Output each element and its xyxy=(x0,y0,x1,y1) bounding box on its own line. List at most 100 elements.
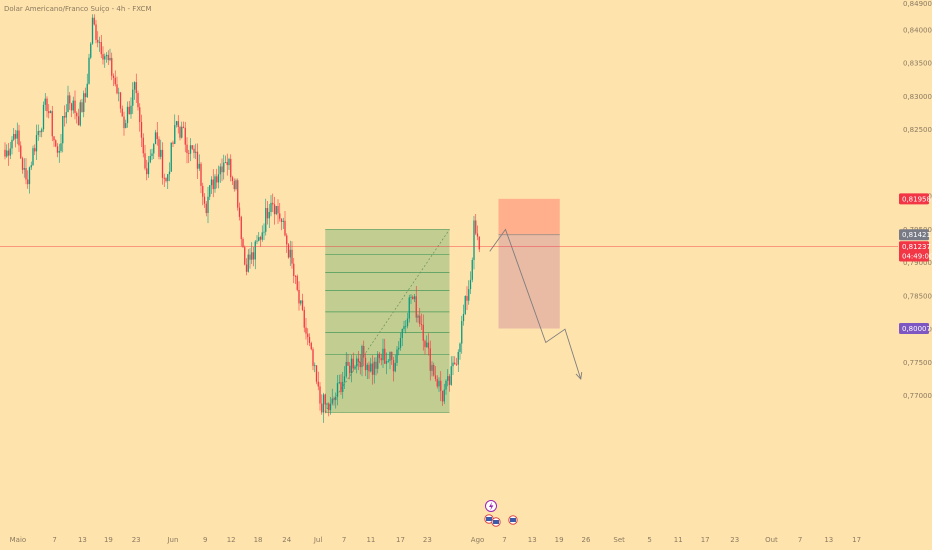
candle xyxy=(13,127,15,142)
us-flag-stripes xyxy=(486,517,492,521)
candle xyxy=(49,110,52,114)
price-tag[interactable]: 0,80007 xyxy=(899,323,931,335)
candle-body xyxy=(7,150,10,156)
candle-body xyxy=(72,100,74,111)
candle-body xyxy=(420,323,423,325)
projection-arrowhead xyxy=(575,372,583,381)
candle xyxy=(406,312,409,329)
candle xyxy=(436,375,438,389)
candle xyxy=(443,383,445,405)
candle xyxy=(270,195,272,217)
candle-body xyxy=(18,130,20,146)
candle-body xyxy=(170,142,172,172)
candle xyxy=(300,300,302,306)
candle-body xyxy=(205,203,207,214)
candle-body xyxy=(200,163,202,186)
candle xyxy=(377,351,379,374)
candle-body xyxy=(244,247,246,265)
x-tick-label: 23 xyxy=(423,536,432,544)
candle xyxy=(468,280,470,305)
stop-loss-zone[interactable] xyxy=(498,198,560,235)
candle-body xyxy=(165,178,167,182)
candle xyxy=(296,274,298,292)
candle xyxy=(384,338,386,365)
candle-body xyxy=(93,17,95,25)
candle-body xyxy=(352,358,354,369)
candle-body xyxy=(107,54,109,61)
candle-body xyxy=(70,103,73,111)
candle xyxy=(6,144,8,158)
candle xyxy=(378,351,381,364)
candle-body xyxy=(161,149,164,178)
candle xyxy=(314,362,316,373)
candle xyxy=(336,374,339,406)
candle xyxy=(76,111,78,124)
price-tag-bg xyxy=(899,323,929,335)
take-profit-zone[interactable] xyxy=(498,234,560,329)
candle xyxy=(100,34,102,58)
candle xyxy=(256,235,258,245)
candle xyxy=(14,129,17,148)
candle-body xyxy=(207,196,209,214)
candle-body xyxy=(98,42,101,43)
candle-body xyxy=(445,380,447,390)
candle-body xyxy=(371,363,374,375)
candle xyxy=(146,159,148,181)
candle xyxy=(284,211,286,237)
candle-body xyxy=(447,376,449,381)
candle-body xyxy=(60,143,62,151)
candle-body xyxy=(16,130,18,139)
candle-body xyxy=(356,358,358,367)
candle-body xyxy=(81,102,83,112)
candle-body xyxy=(401,328,403,338)
candle xyxy=(60,134,62,153)
candle-body xyxy=(370,363,372,372)
price-tag[interactable]: 04:49:00 xyxy=(899,250,932,262)
candle xyxy=(224,155,227,164)
candle xyxy=(182,121,185,129)
candle-body xyxy=(65,112,67,118)
price-tag[interactable]: 0,81958 xyxy=(899,193,931,205)
candle xyxy=(350,355,353,383)
price-tag[interactable]: 0,81237 xyxy=(899,241,931,253)
candle xyxy=(95,20,97,44)
y-tick-label: 0,82500 xyxy=(903,126,932,134)
candle xyxy=(401,328,403,347)
candle-body xyxy=(21,158,24,170)
candle-body xyxy=(53,136,55,141)
candle-body xyxy=(116,84,118,94)
x-tick-label: 7 xyxy=(52,536,56,544)
candle-body xyxy=(174,125,176,144)
candle xyxy=(335,392,337,409)
candle-body xyxy=(398,347,400,350)
projection-path[interactable] xyxy=(489,228,582,380)
candle-body xyxy=(265,208,267,232)
candle-body xyxy=(459,343,461,352)
fib-trend-line xyxy=(324,229,450,413)
candle xyxy=(175,120,178,128)
candle xyxy=(119,91,122,113)
candle xyxy=(107,50,109,65)
candle xyxy=(184,121,186,153)
candle xyxy=(30,161,32,171)
candle-body xyxy=(408,297,410,319)
candle xyxy=(231,175,234,185)
candle-body xyxy=(455,364,458,366)
candle-body xyxy=(382,348,384,361)
price-tag[interactable]: 0,81421 xyxy=(899,229,931,241)
candle-body xyxy=(198,163,200,169)
candle xyxy=(161,142,164,185)
x-tick-label: 7 xyxy=(798,536,802,544)
candle xyxy=(23,158,25,178)
candle xyxy=(118,87,120,102)
candle xyxy=(139,103,141,132)
candle xyxy=(128,100,130,115)
candle-body xyxy=(389,351,391,361)
candle-body xyxy=(294,275,297,277)
candle xyxy=(20,141,22,160)
candle-body xyxy=(102,54,104,60)
candle xyxy=(263,223,265,241)
candle-body xyxy=(6,150,8,157)
events-markers[interactable] xyxy=(484,500,518,527)
